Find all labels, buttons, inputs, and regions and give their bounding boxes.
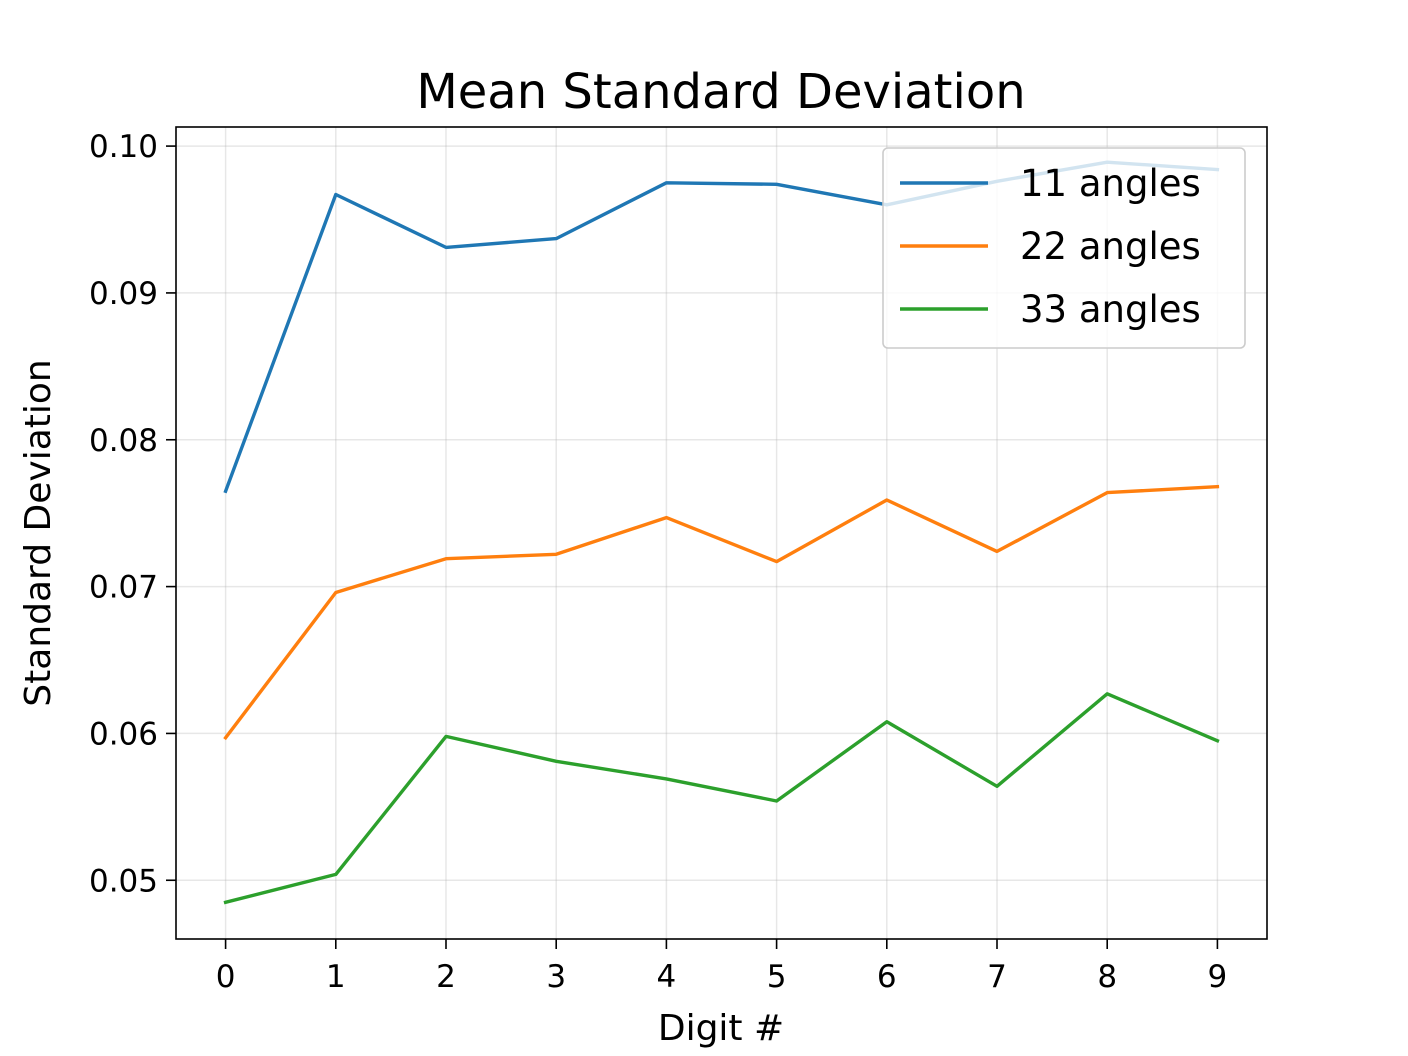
legend-label-1: 11 angles <box>1020 162 1201 205</box>
x-tick-label: 4 <box>657 959 677 995</box>
x-tick-label: 9 <box>1208 959 1228 995</box>
x-tick-label: 2 <box>436 959 456 995</box>
x-tick-label: 0 <box>216 959 236 995</box>
x-tick-label: 7 <box>987 959 1007 995</box>
y-tick-label: 0.06 <box>89 716 158 752</box>
x-axis: 0 1 2 3 4 5 6 7 8 9 <box>216 939 1228 995</box>
x-tick-label: 3 <box>546 959 566 995</box>
legend-box <box>882 147 1246 349</box>
plot-frame <box>175 126 1268 940</box>
x-tick-label: 6 <box>877 959 897 995</box>
legend-label-2: 22 angles <box>1020 225 1201 268</box>
y-axis-label: Standard Deviation <box>18 359 59 706</box>
x-axis-label: Digit # <box>658 1008 784 1049</box>
y-tick-label: 0.07 <box>89 570 158 606</box>
series-line-2 <box>223 484 1220 741</box>
y-tick-label: 0.08 <box>89 423 158 459</box>
x-tick-label: 1 <box>326 959 346 995</box>
x-tick-label: 5 <box>767 959 787 995</box>
y-tick-label: 0.09 <box>89 276 158 312</box>
y-axis: 0.05 0.06 0.07 0.08 0.09 0.10 <box>89 129 176 899</box>
y-tick-label: 0.05 <box>89 863 158 899</box>
x-tick-label: 8 <box>1097 959 1117 995</box>
legend-label-3: 33 angles <box>1020 288 1201 331</box>
legend: 11 angles 22 angles 33 angles <box>882 147 1246 349</box>
series-line-3 <box>223 692 1220 905</box>
chart-title: Mean Standard Deviation <box>416 64 1025 120</box>
y-tick-label: 0.10 <box>89 129 158 165</box>
